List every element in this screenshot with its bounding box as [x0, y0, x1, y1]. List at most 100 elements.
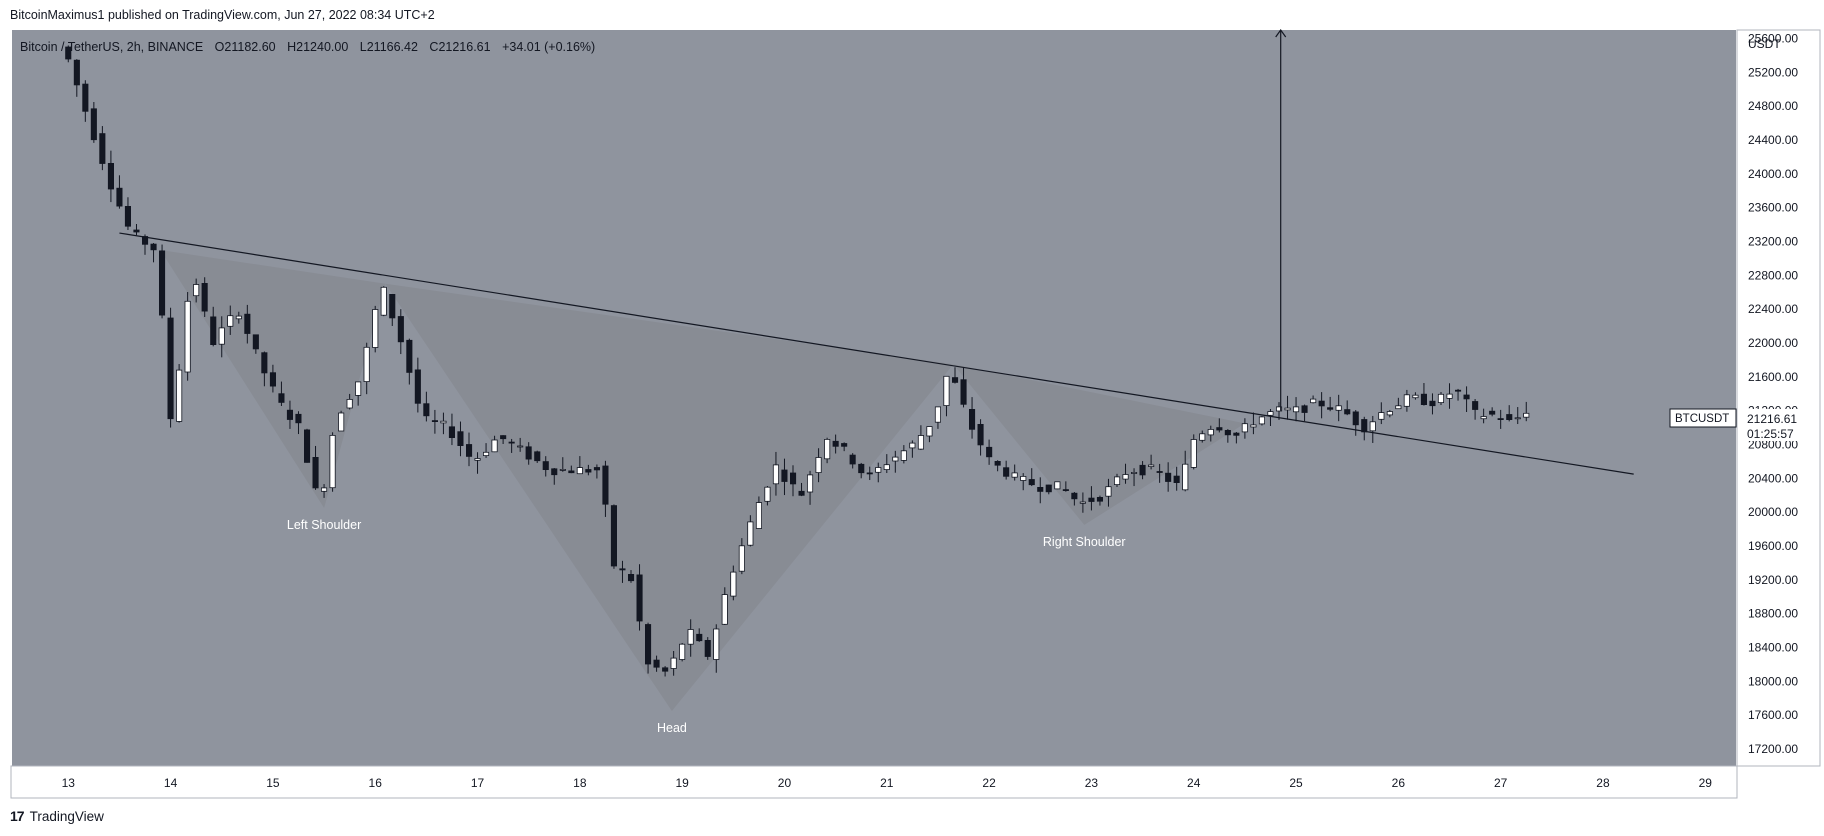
- time-axis-tick: 26: [1392, 776, 1406, 790]
- candle-up: [1523, 412, 1530, 418]
- candle-down: [1497, 418, 1504, 421]
- candle-up: [747, 521, 754, 546]
- candle-up: [1011, 472, 1018, 478]
- price-axis-tick: 25200.00: [1748, 65, 1798, 79]
- candle-up: [482, 451, 490, 456]
- candle-up: [1284, 407, 1291, 411]
- price-axis-tick: 21600.00: [1748, 370, 1798, 384]
- candle-up: [517, 445, 524, 448]
- candle-down: [465, 444, 473, 457]
- current-price-tag: BTCUSDT 21216.61 01:25:57: [1669, 408, 1812, 441]
- candle-down: [244, 313, 251, 334]
- candle-down: [1463, 394, 1470, 400]
- candle-down: [1318, 400, 1325, 407]
- candle-down: [551, 468, 558, 476]
- candle-down: [1420, 393, 1428, 406]
- price-axis-tick: 24800.00: [1748, 99, 1798, 113]
- candle-down: [457, 431, 464, 447]
- candle-up: [730, 571, 737, 597]
- legend-high-label: H: [287, 40, 296, 54]
- candle-up: [755, 502, 762, 529]
- candle-up: [184, 300, 191, 373]
- candle-up: [1207, 428, 1214, 436]
- price-tag-price: 21216.61: [1747, 412, 1797, 426]
- legend-low-label: L: [360, 40, 367, 54]
- candle-down: [141, 236, 149, 245]
- time-axis-tick: 18: [573, 776, 587, 790]
- candle-down: [116, 187, 123, 207]
- candle-down: [568, 470, 575, 474]
- candle-up: [1122, 474, 1129, 480]
- candle-down: [158, 250, 166, 316]
- legend-high-value: 21240.00: [296, 40, 348, 54]
- candle-down: [986, 446, 993, 458]
- pattern-annotation: Left Shoulder: [287, 518, 361, 532]
- candle-down: [1173, 475, 1180, 484]
- candle-down: [312, 456, 319, 489]
- symbol-legend: Bitcoin / TetherUS, 2h, BINANCE O21182.6…: [20, 40, 595, 54]
- candle-down: [585, 469, 592, 473]
- candle-up: [227, 315, 234, 327]
- published-by-text: BitcoinMaximus1 published on TradingView…: [10, 8, 435, 22]
- candle-up: [1386, 411, 1393, 416]
- candle-up: [875, 467, 882, 473]
- candle-up: [738, 545, 745, 572]
- time-axis-tick: 23: [1085, 776, 1099, 790]
- candle-down: [73, 59, 80, 86]
- candle-up: [670, 657, 677, 669]
- price-axis-tick: 24000.00: [1748, 167, 1798, 181]
- candle-up: [934, 406, 941, 423]
- candle-down: [1327, 407, 1334, 410]
- candle-down: [269, 372, 276, 387]
- price-axis-tick: 17600.00: [1748, 708, 1798, 722]
- time-axis-tick: 20: [778, 776, 792, 790]
- time-axis-panel[interactable]: [10, 765, 1738, 799]
- candle-down: [389, 293, 396, 319]
- candle-up: [320, 487, 328, 492]
- candle-down: [278, 393, 285, 403]
- target-arrow-head[interactable]: [1275, 28, 1287, 38]
- candle-down: [1301, 405, 1308, 413]
- candle-down: [645, 624, 652, 665]
- candle-up: [772, 464, 779, 485]
- candle-up: [883, 464, 890, 471]
- price-axis-tick: 24400.00: [1748, 133, 1798, 147]
- candle-up: [900, 450, 907, 461]
- time-axis-tick: 25: [1289, 776, 1303, 790]
- candle-down: [500, 435, 507, 440]
- candle-up: [474, 458, 481, 461]
- candle-up: [1514, 417, 1521, 420]
- candle-up: [576, 467, 583, 475]
- tradingview-brand[interactable]: 17 TradingView: [10, 808, 104, 824]
- candle-up: [1267, 411, 1274, 416]
- candle-up: [1079, 501, 1086, 504]
- candle-down: [662, 667, 669, 672]
- candle-up: [380, 286, 387, 316]
- price-axis-panel[interactable]: [1736, 29, 1821, 767]
- time-axis-tick: 29: [1699, 776, 1713, 790]
- candle-up: [1369, 421, 1376, 432]
- candle-down: [1352, 411, 1359, 426]
- candle-up: [193, 284, 200, 297]
- candle-down: [960, 379, 967, 405]
- candle-down: [790, 472, 797, 485]
- candle-down: [124, 205, 132, 227]
- candle-down: [201, 282, 208, 312]
- candle-down: [133, 229, 140, 233]
- candle-up: [1293, 406, 1300, 413]
- candle-down: [704, 640, 711, 657]
- candle-down: [261, 352, 268, 374]
- candle-up: [1054, 481, 1061, 490]
- price-axis-tick: 22400.00: [1748, 302, 1798, 316]
- candle-down: [1361, 419, 1368, 433]
- neckline-trendline[interactable]: [119, 232, 1634, 475]
- time-axis-tick: 16: [369, 776, 383, 790]
- candle-up: [679, 643, 686, 660]
- candle-up: [346, 398, 353, 409]
- candle-up: [807, 474, 814, 493]
- candle-up: [815, 457, 822, 474]
- candle-down: [610, 505, 617, 567]
- candle-down: [423, 403, 430, 417]
- price-axis-tick: 20400.00: [1748, 471, 1798, 485]
